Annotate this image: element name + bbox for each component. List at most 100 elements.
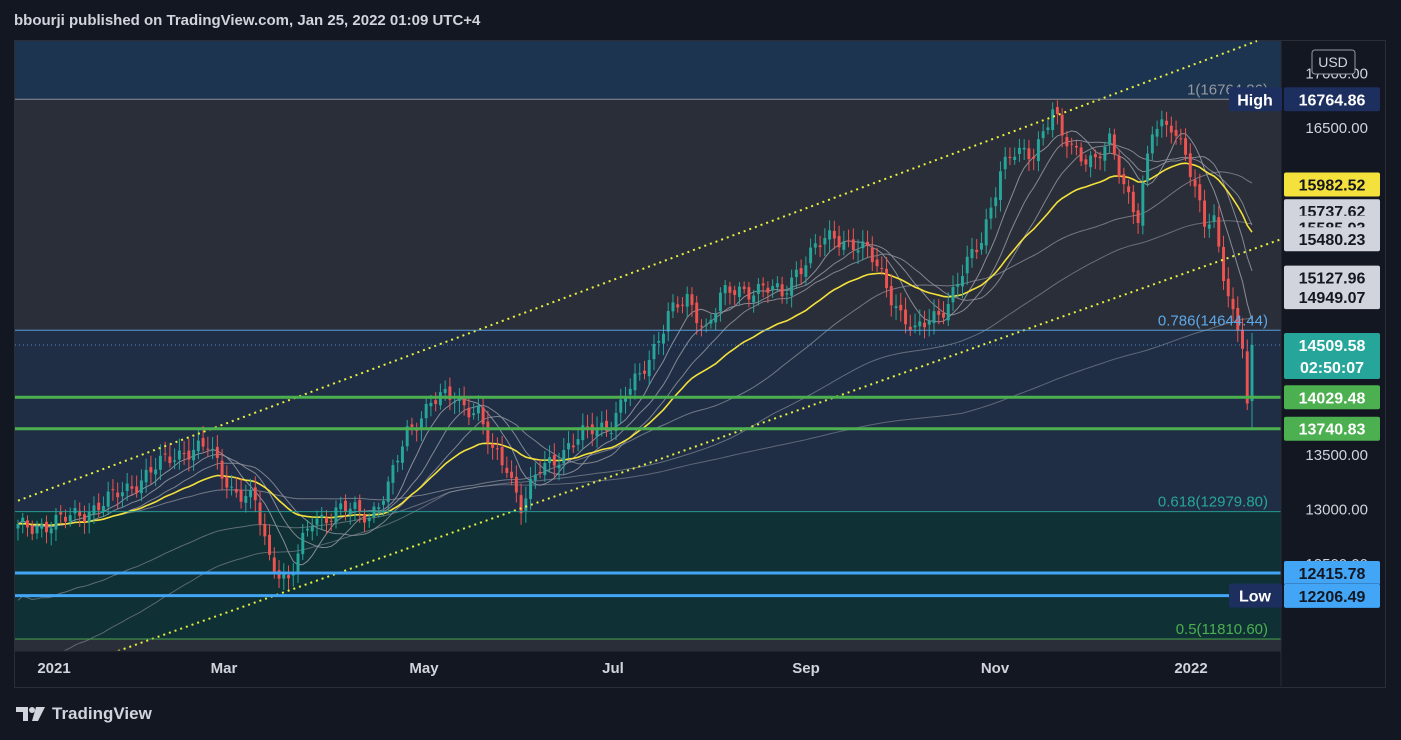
candle (785, 285, 789, 304)
candle (1174, 120, 1178, 145)
candle (1022, 139, 1026, 161)
candle-body (125, 483, 129, 491)
candle (215, 435, 219, 470)
candle-body (320, 514, 324, 518)
price-tag-low: Low (1239, 589, 1272, 606)
candle-body (643, 370, 646, 374)
candle (1074, 140, 1078, 156)
candle (1013, 147, 1017, 165)
candle-body (1112, 134, 1116, 155)
tradingview-wordmark[interactable]: TradingView (52, 704, 152, 723)
x-tick-label: Sep (792, 660, 820, 677)
candle (951, 275, 955, 311)
candle-body (16, 524, 20, 529)
candle (467, 398, 471, 425)
candle (87, 503, 91, 534)
candle-body (353, 502, 357, 509)
currency-label[interactable]: USD (1318, 54, 1348, 70)
candle (842, 230, 846, 256)
candle (733, 285, 737, 306)
candle (614, 401, 618, 441)
candle (325, 509, 328, 535)
candle-body (1008, 156, 1012, 159)
candle (894, 294, 898, 320)
candle-body (187, 450, 191, 460)
candle (851, 228, 855, 260)
candle-body (453, 401, 457, 403)
candle-body (780, 284, 784, 297)
candle-body (837, 236, 841, 248)
tradingview-logo-icon[interactable] (16, 706, 46, 722)
candle (1222, 235, 1225, 290)
time-axis (15, 651, 1281, 686)
candle-body (1032, 156, 1036, 159)
candle (149, 455, 153, 485)
candle (344, 494, 347, 521)
candle-body (154, 469, 158, 475)
candle (505, 456, 509, 478)
candle (400, 440, 404, 470)
candle-body (989, 207, 993, 219)
candle-body (400, 446, 404, 463)
candle-body (282, 573, 286, 579)
candle (562, 438, 566, 475)
candle (756, 278, 760, 306)
candle-body (59, 512, 63, 515)
candle-body (519, 495, 523, 514)
candle-body (419, 418, 423, 430)
candle (908, 314, 912, 336)
price-label: 14949.07 (1284, 285, 1380, 310)
candle-body (885, 268, 889, 289)
candle (927, 308, 931, 337)
candle (154, 457, 158, 487)
candle-body (1117, 155, 1121, 177)
candle (619, 388, 623, 424)
candle-body (543, 462, 547, 475)
candle (557, 452, 561, 481)
candle (576, 427, 580, 452)
candle-body (135, 486, 139, 493)
candle-body (287, 575, 291, 579)
candle-body (45, 521, 48, 533)
candle-body (823, 237, 827, 245)
candle (239, 478, 243, 509)
candle (847, 229, 851, 248)
candle (970, 237, 974, 268)
price-label-value: 15480.23 (1299, 232, 1366, 249)
candle-body (1184, 138, 1188, 155)
candle (310, 517, 314, 541)
candle-body (462, 396, 466, 406)
candle-body (334, 507, 338, 523)
candle (889, 274, 893, 317)
candle-body (600, 422, 604, 428)
candle-body (97, 502, 101, 511)
candle-body (215, 446, 219, 458)
candle-body (557, 464, 561, 469)
candle (818, 235, 822, 257)
candle (1127, 179, 1131, 204)
candle (1150, 126, 1154, 160)
candle-body (196, 440, 200, 452)
candle-body (101, 505, 105, 512)
candle-body (680, 304, 684, 306)
candle (249, 478, 253, 509)
candle-body (472, 413, 476, 416)
price-tag-box (1229, 87, 1282, 112)
candle (510, 460, 514, 486)
candle-body (1036, 139, 1040, 162)
candle-body (234, 488, 238, 493)
candle (823, 228, 827, 256)
candle (1060, 108, 1064, 148)
currency-button[interactable] (1311, 49, 1356, 75)
candle (68, 507, 72, 527)
candle (1184, 128, 1188, 161)
candle-body (790, 277, 794, 296)
candle (225, 465, 229, 499)
candle-body (552, 455, 556, 466)
candle (476, 395, 480, 421)
candle-body (870, 247, 874, 263)
candle-body (362, 513, 366, 523)
candle-body (609, 432, 613, 434)
price-label: 15480.23 (1284, 227, 1380, 252)
